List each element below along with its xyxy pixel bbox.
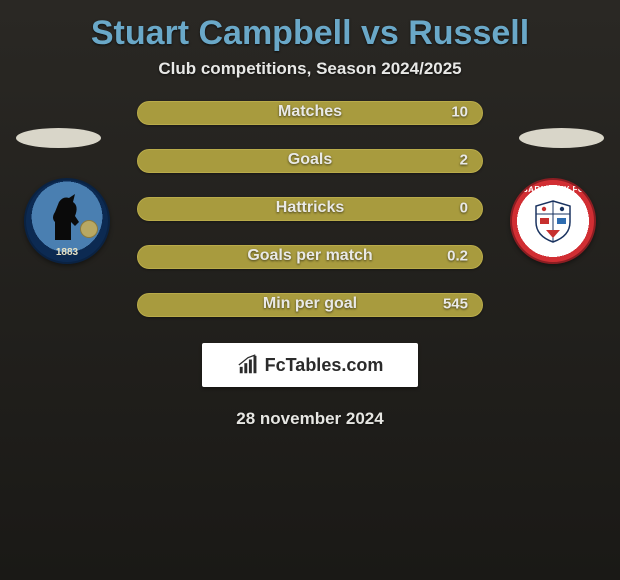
stat-value-right: 545	[443, 296, 468, 313]
stat-value-right: 0	[460, 200, 468, 217]
stat-label: Matches	[278, 103, 342, 121]
infographic-root: Stuart Campbell vs Russell Club competit…	[0, 0, 620, 580]
stat-row-min-per-goal: Min per goal 545	[137, 293, 483, 317]
page-title: Stuart Campbell vs Russell	[0, 0, 620, 59]
brand-text: FcTables.com	[265, 355, 384, 376]
stat-row-goals: Goals 2	[137, 149, 483, 173]
stat-value-right: 10	[451, 104, 468, 121]
stat-label: Min per goal	[263, 295, 357, 313]
stat-row-hattricks: Hattricks 0	[137, 197, 483, 221]
stat-value-right: 0.2	[447, 248, 468, 265]
brand-box: FcTables.com	[202, 343, 418, 387]
stat-row-goals-per-match: Goals per match 0.2	[137, 245, 483, 269]
stat-label: Hattricks	[276, 199, 344, 217]
stat-value-right: 2	[460, 152, 468, 169]
stat-row-matches: Matches 10	[137, 101, 483, 125]
stat-label: Goals per match	[247, 247, 372, 265]
chart-icon	[237, 354, 259, 376]
stats-list: Matches 10 Goals 2 Hattricks 0 Goals per…	[0, 101, 620, 317]
footer-date: 28 november 2024	[0, 409, 620, 429]
page-subtitle: Club competitions, Season 2024/2025	[0, 59, 620, 101]
stat-label: Goals	[288, 151, 332, 169]
